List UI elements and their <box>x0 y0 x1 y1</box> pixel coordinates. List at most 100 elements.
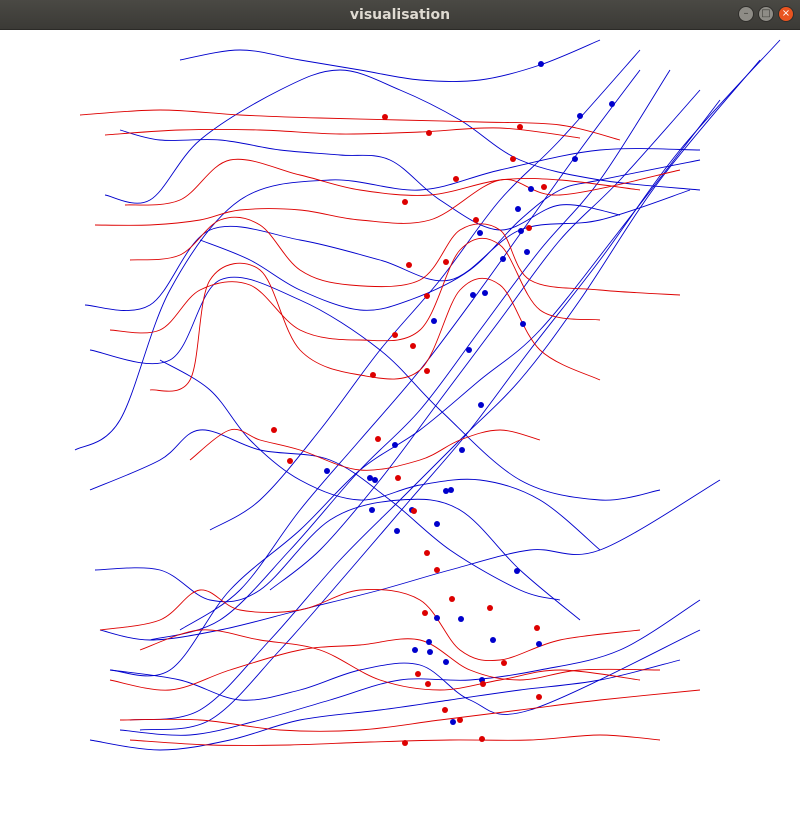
red-marker <box>370 372 376 378</box>
blue-marker <box>478 402 484 408</box>
red-marker <box>536 694 542 700</box>
trajectory-plot <box>74 39 781 751</box>
blue-marker <box>577 113 583 119</box>
red-marker <box>395 475 401 481</box>
blue-marker <box>458 616 464 622</box>
red-marker <box>415 671 421 677</box>
close-button[interactable]: × <box>778 6 794 22</box>
lines-layer <box>74 39 781 751</box>
red-marker <box>271 427 277 433</box>
blue-marker <box>434 615 440 621</box>
blue-marker <box>427 649 433 655</box>
red-marker <box>424 368 430 374</box>
blue-marker <box>466 347 472 353</box>
blue-curve <box>209 49 641 531</box>
blue-marker <box>367 475 373 481</box>
blue-curve <box>159 359 601 551</box>
window-titlebar[interactable]: visualisation – □ × <box>0 0 800 30</box>
red-marker <box>410 343 416 349</box>
minimize-button[interactable]: – <box>738 6 754 22</box>
blue-marker <box>459 447 465 453</box>
red-marker <box>287 458 293 464</box>
maximize-button[interactable]: □ <box>758 6 774 22</box>
blue-marker <box>477 230 483 236</box>
red-marker <box>402 199 408 205</box>
blue-marker <box>528 186 534 192</box>
blue-curve <box>94 498 581 621</box>
red-marker <box>425 681 431 687</box>
red-marker <box>526 225 532 231</box>
red-curve <box>109 638 661 691</box>
blue-marker <box>572 156 578 162</box>
blue-marker <box>324 468 330 474</box>
red-marker <box>541 184 547 190</box>
red-marker <box>517 124 523 130</box>
blue-curve <box>89 659 681 751</box>
blue-marker <box>518 228 524 234</box>
window-title: visualisation <box>349 6 451 23</box>
red-marker <box>375 436 381 442</box>
blue-marker <box>524 249 530 255</box>
red-curve <box>139 629 641 691</box>
blue-curve <box>119 599 701 736</box>
blue-curve <box>119 129 621 231</box>
red-marker <box>442 707 448 713</box>
red-marker <box>449 596 455 602</box>
red-marker <box>434 567 440 573</box>
blue-curve <box>109 629 701 715</box>
blue-marker <box>392 442 398 448</box>
blue-curve <box>89 276 661 501</box>
red-marker <box>457 717 463 723</box>
blue-marker <box>369 507 375 513</box>
blue-marker <box>500 256 506 262</box>
blue-marker <box>538 61 544 67</box>
blue-marker <box>426 639 432 645</box>
red-curve <box>109 237 601 342</box>
red-curve <box>149 262 601 392</box>
red-marker <box>479 736 485 742</box>
blue-marker <box>443 488 449 494</box>
blue-curve <box>109 99 721 677</box>
blue-marker <box>412 647 418 653</box>
blue-marker <box>470 292 476 298</box>
red-curve <box>104 127 581 139</box>
blue-curve <box>84 189 691 312</box>
blue-curve <box>199 159 701 311</box>
blue-curve <box>269 89 701 591</box>
red-marker <box>487 605 493 611</box>
blue-marker <box>536 641 542 647</box>
red-marker <box>424 550 430 556</box>
blue-marker <box>490 637 496 643</box>
red-curve <box>94 169 681 226</box>
blue-curve <box>74 148 701 451</box>
blue-curve <box>179 39 601 83</box>
red-marker <box>392 332 398 338</box>
blue-marker <box>515 206 521 212</box>
red-curve <box>129 216 681 296</box>
blue-curve <box>139 39 781 731</box>
red-marker <box>453 176 459 182</box>
red-curve <box>99 588 641 662</box>
blue-curve <box>129 59 761 721</box>
red-marker <box>382 114 388 120</box>
blue-curve <box>104 69 701 204</box>
red-curve <box>79 109 621 141</box>
blue-marker <box>443 659 449 665</box>
red-marker <box>406 262 412 268</box>
red-marker <box>510 156 516 162</box>
blue-curve <box>99 479 721 641</box>
red-marker <box>422 610 428 616</box>
blue-marker <box>482 290 488 296</box>
red-marker <box>426 130 432 136</box>
blue-marker <box>448 487 454 493</box>
blue-marker <box>431 318 437 324</box>
red-marker <box>534 625 540 631</box>
red-marker <box>411 508 417 514</box>
blue-marker <box>434 521 440 527</box>
blue-marker <box>514 568 520 574</box>
blue-marker <box>609 101 615 107</box>
visualisation-canvas <box>0 30 800 830</box>
window-controls: – □ × <box>738 6 794 22</box>
red-curve <box>124 158 641 206</box>
red-marker <box>424 293 430 299</box>
